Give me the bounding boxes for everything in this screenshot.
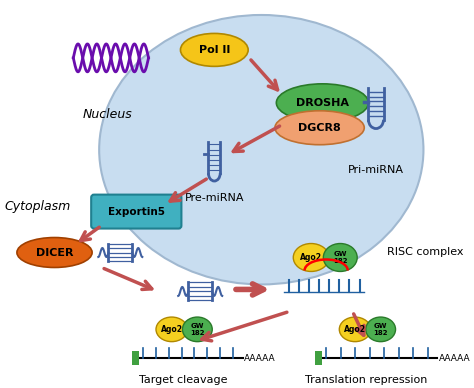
Bar — [315, 351, 322, 365]
Ellipse shape — [181, 33, 248, 66]
Ellipse shape — [182, 317, 212, 342]
Text: RISC complex: RISC complex — [387, 246, 464, 256]
Text: Target cleavage: Target cleavage — [139, 375, 228, 385]
Text: DICER: DICER — [36, 248, 73, 258]
Text: Ago2: Ago2 — [344, 325, 366, 334]
Text: Ago2: Ago2 — [300, 253, 322, 262]
Ellipse shape — [339, 317, 371, 342]
Text: Translation repression: Translation repression — [305, 375, 428, 385]
Text: GW
182: GW 182 — [190, 323, 205, 336]
Ellipse shape — [293, 244, 329, 272]
Text: Pol II: Pol II — [199, 45, 230, 55]
Ellipse shape — [276, 84, 368, 122]
Ellipse shape — [366, 317, 395, 342]
Text: Cytoplasm: Cytoplasm — [5, 199, 71, 213]
Ellipse shape — [99, 15, 423, 284]
Text: Pre-miRNA: Pre-miRNA — [184, 192, 244, 203]
Text: Ago2: Ago2 — [161, 325, 182, 334]
Text: DROSHA: DROSHA — [296, 98, 349, 108]
Text: AAAAA: AAAAA — [245, 354, 276, 363]
Text: Pri-miRNA: Pri-miRNA — [348, 165, 404, 175]
Text: AAAAA: AAAAA — [439, 354, 471, 363]
Text: GW
182: GW 182 — [374, 323, 388, 336]
Ellipse shape — [156, 317, 187, 342]
Ellipse shape — [275, 111, 364, 145]
Text: Exportin5: Exportin5 — [108, 206, 165, 217]
Ellipse shape — [17, 237, 92, 267]
Bar — [132, 351, 139, 365]
FancyBboxPatch shape — [91, 195, 182, 229]
Text: Nucleus: Nucleus — [83, 108, 132, 121]
Text: GW
182: GW 182 — [333, 251, 347, 264]
Ellipse shape — [323, 244, 357, 272]
Text: DGCR8: DGCR8 — [298, 123, 341, 133]
